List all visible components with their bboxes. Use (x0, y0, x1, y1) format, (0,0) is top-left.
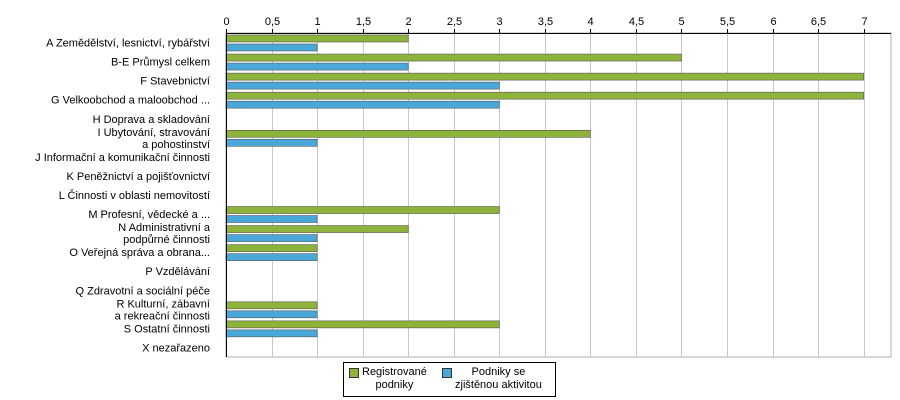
category-label: R Kulturní, zábavní a rekreační činnosti (115, 298, 210, 322)
category-label-line: K Peněžnictví a pojišťovnictví (66, 171, 210, 183)
category-label: H Doprava a skladování (93, 114, 210, 126)
tick-label: 6,5 (811, 16, 826, 28)
plot-area-border (225, 32, 892, 358)
bar (225, 206, 500, 214)
bar (225, 138, 318, 147)
category-label: J Informační a komunikační činnosti (35, 152, 210, 164)
category-label-line: O Veřejná správa a obrana... (69, 247, 210, 259)
category-label: A Zemědělství, lesnictví, rybářství (46, 38, 210, 50)
legend-swatch-registered (349, 368, 359, 378)
tick-label: 6 (770, 16, 776, 28)
bar (225, 62, 409, 71)
bar-chart: 0 0,5 1 1,5 2 2,5 3 3,5 4 4,5 5 5,5 6 6,5 7 A Zeměděls… (35, 16, 892, 358)
bar (225, 53, 682, 62)
category-label: O Veřejná správa a obrana... (69, 247, 210, 259)
category-label: I Ubytování, stravování a pohostinství (98, 127, 211, 151)
legend-item-registered: Registrované podniky (349, 366, 427, 392)
tick-label: 1 (314, 16, 320, 28)
category-label-line: N Administrativní a (118, 222, 211, 234)
bar (225, 215, 318, 223)
category-label: M Profesní, vědecké a ... (88, 209, 210, 221)
category-label-line: P Vzdělávání (145, 266, 210, 278)
category-label-line: J Informační a komunikační činnosti (35, 152, 210, 164)
category-label-line: H Doprava a skladování (93, 114, 210, 126)
category-label-line: G Velkoobchod a maloobchod ... (51, 95, 210, 107)
bar (225, 225, 409, 233)
category-label: B-E Průmysl celkem (111, 57, 210, 69)
bar (225, 253, 318, 261)
category-label-line: S Ostatní činnosti (124, 323, 210, 335)
category-label: Q Zdravotní a sociální péče (75, 285, 210, 297)
category-labels: A Zemědělství, lesnictví, rybářství B-E P… (35, 38, 211, 355)
category-label-line: B-E Průmysl celkem (111, 57, 210, 69)
tick-label: 7 (861, 16, 867, 28)
tick-label: 5,5 (720, 16, 735, 28)
category-label-line: R Kulturní, zábavní (116, 298, 210, 310)
x-axis: 0 0,5 1 1,5 2 2,5 3 3,5 4 4,5 5 5,5 6 6,5 7 (223, 16, 891, 357)
category-label: G Velkoobchod a maloobchod ... (51, 95, 210, 107)
category-label-line: I Ubytování, stravování (98, 127, 211, 139)
category-label: S Ostatní činnosti (124, 323, 210, 335)
category-label-line: A Zemědělství, lesnictví, rybářství (46, 38, 210, 50)
category-label-line: a rekreační činnosti (115, 310, 210, 322)
bar (225, 329, 318, 338)
bar (225, 81, 500, 90)
legend-item-active: Podniky se zjištěnou aktivitou (442, 366, 542, 392)
tick-label: 4 (587, 16, 593, 28)
tick-label: 3 (496, 16, 502, 28)
category-label-line: F Stavebnictví (140, 76, 210, 88)
legend: Registrované podniky Podniky se zjištěnou … (343, 362, 556, 397)
category-label-line: a pohostinství (142, 139, 210, 151)
bar (225, 244, 318, 252)
legend-label-active: Podniky se zjištěnou aktivitou (455, 366, 542, 391)
bar (225, 129, 591, 138)
category-label: X nezařazeno (142, 342, 210, 354)
tick-label: 5 (678, 16, 684, 28)
tick-label: 1,5 (356, 16, 371, 28)
category-label-line: podpůrné činnosti (123, 234, 210, 246)
category-label-line: Q Zdravotní a sociální péče (75, 285, 210, 297)
tick-label: 3,5 (538, 16, 553, 28)
bar (225, 320, 500, 329)
bar (225, 72, 864, 81)
bar (225, 234, 318, 242)
category-label: K Peněžnictví a pojišťovnictví (66, 171, 210, 183)
category-label-line: L Činnosti v oblasti nemovitostí (59, 189, 210, 202)
tick-label: 2,5 (447, 16, 462, 28)
category-label: F Stavebnictví (140, 76, 210, 88)
legend-swatch-active (442, 368, 452, 378)
bars (225, 34, 864, 338)
tick-label: 0,5 (265, 16, 280, 28)
bar (225, 34, 409, 43)
legend-label-registered: Registrované podniky (362, 366, 427, 391)
tick-label: 2 (405, 16, 411, 28)
category-label: P Vzdělávání (145, 266, 210, 278)
category-label-line: X nezařazeno (142, 342, 210, 354)
tick-label: 0 (223, 16, 229, 28)
bar (225, 91, 864, 100)
category-label-line: M Profesní, vědecké a ... (88, 209, 210, 221)
category-label: N Administrativní a podpůrné činnosti (118, 222, 211, 246)
category-label: L Činnosti v oblasti nemovitostí (59, 189, 210, 202)
bar (225, 301, 318, 310)
bar (225, 310, 318, 319)
bar (225, 43, 318, 52)
bar (225, 100, 500, 109)
gridlines (225, 32, 892, 358)
tick-label: 4,5 (629, 16, 644, 28)
